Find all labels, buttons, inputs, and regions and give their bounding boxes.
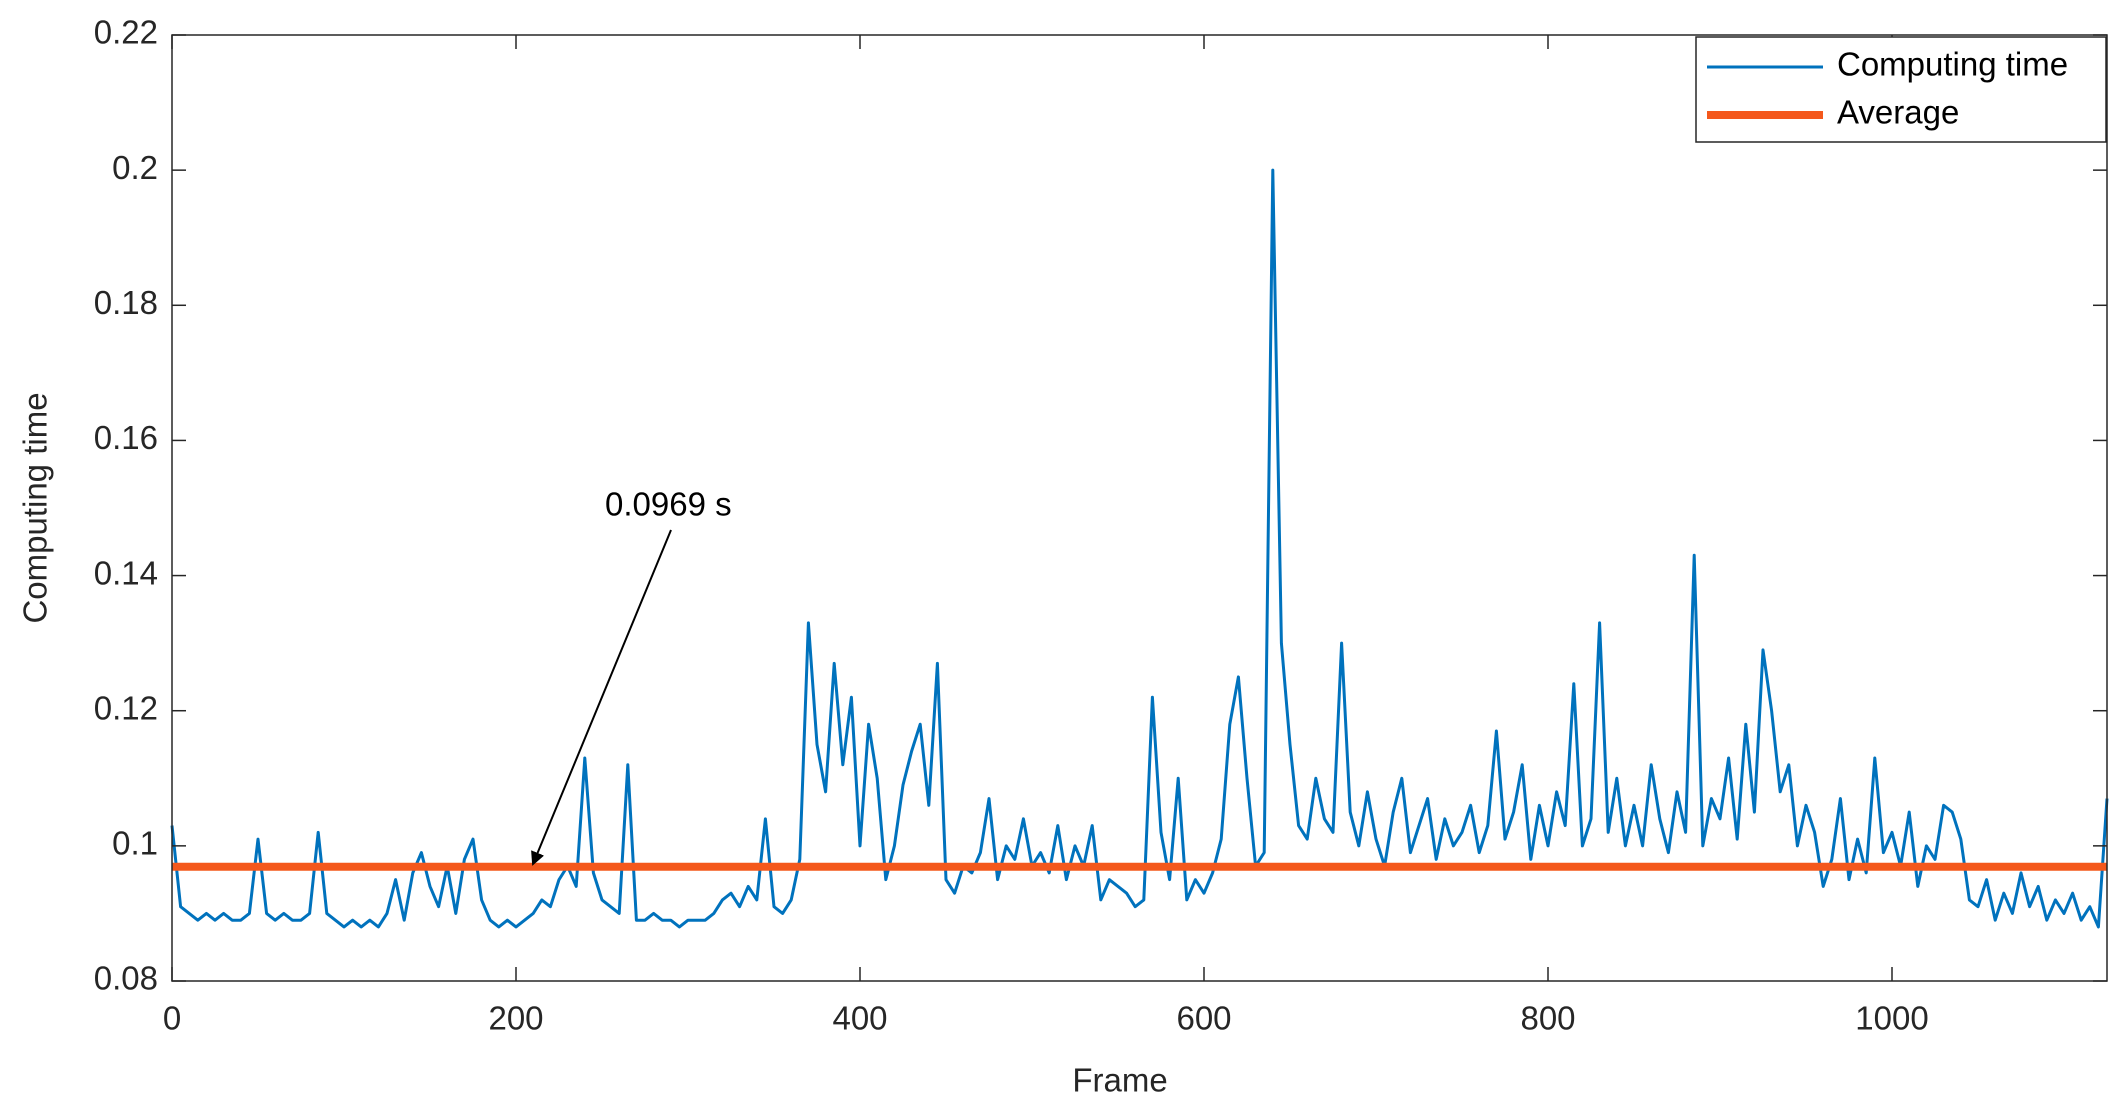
x-tick-label: 400	[832, 1000, 887, 1037]
x-tick-label: 1000	[1855, 1000, 1928, 1037]
y-tick-label: 0.14	[94, 554, 158, 591]
y-tick-label: 0.22	[94, 14, 158, 51]
legend-label: Computing time	[1837, 46, 2068, 83]
plot-area	[172, 35, 2107, 981]
x-tick-label: 600	[1176, 1000, 1231, 1037]
annotation-arrow	[531, 529, 672, 866]
legend-box	[1695, 36, 2107, 143]
x-axis-label: Frame	[1072, 1062, 1167, 1099]
y-tick-label: 0.1	[112, 825, 158, 862]
x-tick-label: 0	[163, 1000, 181, 1037]
y-tick-label: 0.16	[94, 419, 158, 456]
annotation: 0.0969 s	[605, 486, 732, 523]
series-line	[170, 168, 2109, 929]
legend-label: Average	[1837, 94, 1959, 131]
y-axis-label: Computing time	[17, 392, 54, 623]
y-tick-label: 0.12	[94, 689, 158, 726]
y-tick-label: 0.2	[112, 149, 158, 186]
x-tick-label: 800	[1520, 1000, 1575, 1037]
y-tick-label: 0.08	[94, 960, 158, 997]
x-tick-label: 200	[488, 1000, 543, 1037]
axes-box	[171, 34, 2108, 982]
y-tick-label: 0.18	[94, 284, 158, 321]
